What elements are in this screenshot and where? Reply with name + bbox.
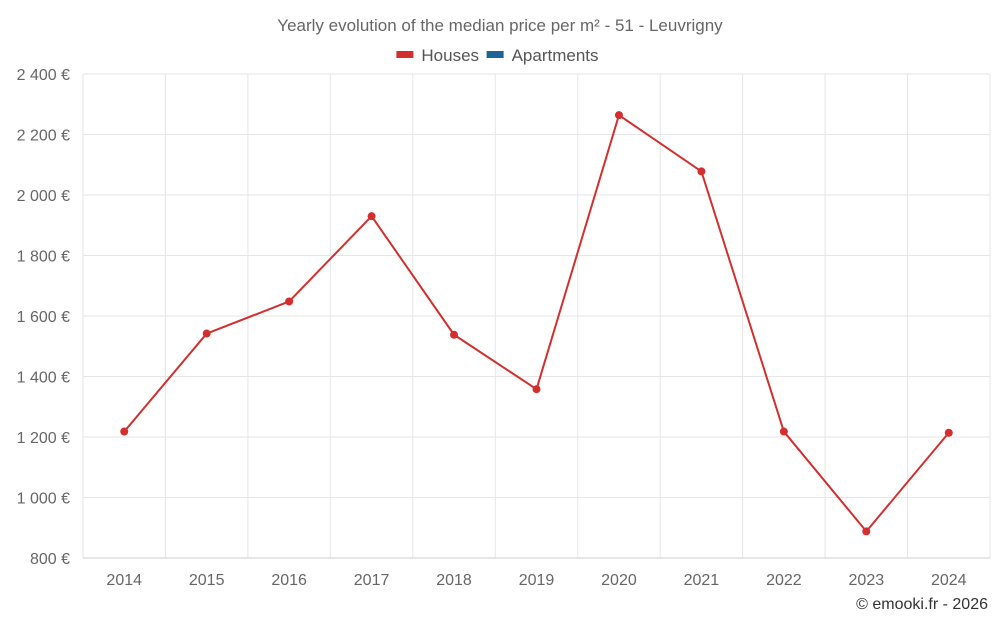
data-point-houses-2017 <box>367 212 376 221</box>
x-tick-label: 2017 <box>354 572 390 589</box>
y-tick-label: 1 200 € <box>17 430 70 447</box>
x-tick-label: 2024 <box>931 572 967 589</box>
x-tick-label: 2016 <box>271 572 307 589</box>
y-tick-label: 1 600 € <box>17 309 70 326</box>
y-tick-label: 1 800 € <box>17 249 70 266</box>
legend-label-houses: Houses <box>421 46 479 65</box>
data-point-houses-2021 <box>697 167 706 176</box>
chart-title: Yearly evolution of the median price per… <box>277 16 723 35</box>
data-point-houses-2019 <box>532 385 541 394</box>
legend-swatch-houses <box>396 51 414 58</box>
x-tick-label: 2018 <box>436 572 472 589</box>
series-layer <box>120 111 953 536</box>
y-tick-label: 2 000 € <box>17 188 70 205</box>
x-tick-label: 2021 <box>684 572 720 589</box>
y-tick-label: 800 € <box>30 551 70 568</box>
data-point-houses-2022 <box>779 427 788 436</box>
data-point-houses-2020 <box>614 111 623 120</box>
data-point-houses-2023 <box>862 527 871 536</box>
legend: Houses Apartments <box>396 46 599 65</box>
legend-label-apartments: Apartments <box>512 46 599 65</box>
y-tick-label: 2 200 € <box>17 128 70 145</box>
x-tick-labels: 2014 2015 2016 2017 2018 2019 2020 2021 2022 2023… <box>106 572 966 589</box>
x-tick-label: 2023 <box>849 572 885 589</box>
legend-swatch-apartments <box>486 51 504 58</box>
y-tick-label: 1 000 € <box>17 491 70 508</box>
data-point-houses-2018 <box>450 330 459 339</box>
data-point-houses-2016 <box>285 297 294 306</box>
x-tick-label: 2020 <box>601 572 637 589</box>
y-tick-label: 2 400 € <box>17 67 70 84</box>
data-point-houses-2014 <box>120 427 129 436</box>
x-tick-label: 2019 <box>519 572 555 589</box>
credit-text: © emooki.fr - 2026 <box>856 596 988 613</box>
y-tick-label: 1 400 € <box>17 370 70 387</box>
x-tick-label: 2015 <box>189 572 225 589</box>
data-point-houses-2015 <box>202 329 211 338</box>
x-tick-label: 2014 <box>106 572 142 589</box>
y-gridlines <box>83 73 990 498</box>
x-tick-label: 2022 <box>766 572 802 589</box>
y-tick-labels: 800 € 1 000 € 1 200 € 1 400 € 1 600 € 1 800 €… <box>17 67 70 568</box>
data-point-houses-2024 <box>944 428 953 437</box>
